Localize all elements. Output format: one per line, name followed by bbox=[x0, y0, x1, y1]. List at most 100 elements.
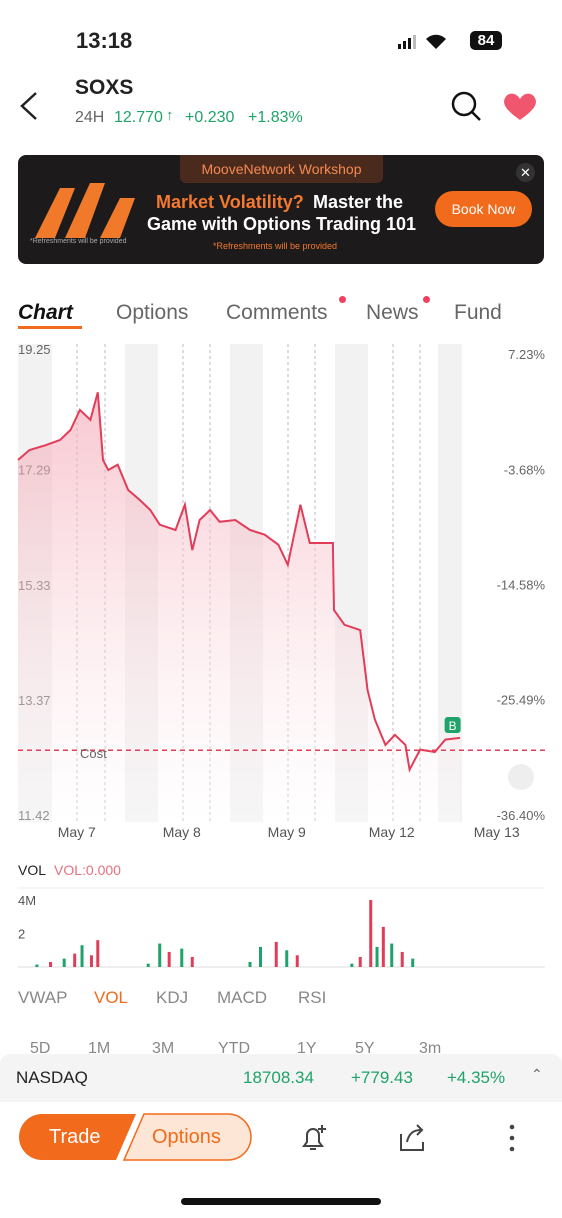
signal-wifi bbox=[398, 34, 446, 49]
range[interactable]: 1M bbox=[88, 1040, 111, 1057]
indicator[interactable]: VOL bbox=[94, 988, 129, 1007]
banner-logo bbox=[35, 183, 135, 238]
price: 12.770 bbox=[114, 109, 163, 126]
volume-bar bbox=[369, 900, 373, 967]
trade-buttons bbox=[19, 1113, 252, 1161]
volume-bar bbox=[62, 958, 66, 967]
x-tick-label: May 7 bbox=[58, 824, 96, 840]
volume-bar bbox=[248, 961, 252, 967]
volume-bar bbox=[259, 946, 263, 967]
battery: 84 bbox=[470, 31, 502, 50]
time: 13:18 bbox=[76, 28, 133, 53]
index-change-pct: +4.35% bbox=[447, 1068, 506, 1087]
indicator[interactable]: VWAP bbox=[18, 988, 68, 1007]
alert[interactable] bbox=[298, 1122, 330, 1154]
buy-marker-label: B bbox=[449, 719, 457, 733]
x-tick-label: May 13 bbox=[474, 824, 520, 840]
tab[interactable]: Options bbox=[116, 301, 189, 324]
buy-marker bbox=[444, 717, 461, 733]
tab[interactable]: Comments bbox=[226, 301, 328, 324]
fullscreen[interactable] bbox=[508, 764, 534, 790]
change-pct: +1.83% bbox=[248, 109, 303, 126]
indicator[interactable]: MACD bbox=[217, 988, 268, 1007]
index-price: 18708.34 bbox=[243, 1068, 314, 1087]
trade-button[interactable]: Trade bbox=[49, 1126, 101, 1148]
indicator[interactable]: KDJ bbox=[156, 988, 189, 1007]
price-line bbox=[17, 392, 461, 773]
volume-bar bbox=[390, 943, 394, 967]
volume-bar bbox=[400, 951, 404, 967]
y-tick-label: 19.25 bbox=[18, 342, 51, 357]
volume-bar bbox=[295, 955, 299, 967]
book-now-button[interactable]: Book Now bbox=[435, 191, 532, 227]
y2-tick-label: -36.40% bbox=[497, 808, 546, 823]
range[interactable]: 3M bbox=[152, 1040, 175, 1057]
change: +0.230 bbox=[185, 109, 235, 126]
period: 24H bbox=[75, 109, 105, 126]
index-name: NASDAQ bbox=[16, 1068, 88, 1087]
share[interactable] bbox=[397, 1122, 429, 1154]
range[interactable]: 3m bbox=[419, 1040, 442, 1057]
vol-label: VOL bbox=[18, 862, 47, 878]
volume-bar bbox=[49, 961, 53, 967]
volume-bar bbox=[180, 948, 184, 967]
options-button[interactable]: Options bbox=[152, 1126, 221, 1148]
badge bbox=[339, 296, 346, 303]
x-tick-label: May 12 bbox=[369, 824, 415, 840]
chart: 19.2517.2915.3313.3711.427.23%-3.68%-14.… bbox=[17, 342, 546, 968]
banner-accent: Market Volatility? bbox=[156, 192, 304, 212]
range[interactable]: 5D bbox=[30, 1040, 51, 1057]
volume-tick-label: 2 bbox=[18, 927, 25, 942]
volume-bar bbox=[80, 945, 84, 967]
index-change: +779.43 bbox=[351, 1068, 413, 1087]
tab-underline bbox=[18, 326, 82, 329]
range[interactable]: YTD bbox=[218, 1040, 250, 1057]
volume-bar bbox=[358, 956, 362, 967]
tab[interactable]: News bbox=[366, 301, 419, 324]
volume-bar bbox=[381, 926, 385, 967]
volume-bar bbox=[167, 951, 171, 967]
volume-bar bbox=[96, 940, 100, 967]
home-indicator bbox=[181, 1198, 381, 1205]
index-bar[interactable] bbox=[0, 1054, 562, 1102]
range[interactable]: 5Y bbox=[355, 1040, 375, 1057]
banner-workshop: MooveNetwork Workshop bbox=[180, 155, 383, 183]
volume-bar bbox=[375, 946, 379, 967]
up-arrow: ↑ bbox=[166, 107, 174, 124]
x-tick-label: May 9 bbox=[268, 824, 306, 840]
back-button[interactable] bbox=[16, 90, 42, 122]
y2-tick-label: 7.23% bbox=[508, 347, 545, 362]
y2-tick-label: -3.68% bbox=[504, 462, 546, 477]
price-area bbox=[18, 392, 460, 822]
indicator[interactable]: RSI bbox=[298, 988, 327, 1007]
y2-tick-label: -25.49% bbox=[497, 693, 546, 708]
banner-small-note: *Refreshments will be provided bbox=[30, 238, 127, 245]
volume-bar bbox=[89, 955, 93, 967]
expand[interactable]: ⌃ bbox=[531, 1066, 543, 1082]
close-ad[interactable]: ✕ bbox=[516, 163, 535, 182]
search[interactable] bbox=[450, 90, 484, 124]
volume-bar bbox=[274, 941, 278, 967]
volume-bar bbox=[158, 943, 162, 967]
favorite[interactable] bbox=[502, 90, 538, 122]
volume-bar bbox=[35, 964, 39, 967]
banner-headline: Master the bbox=[313, 192, 404, 212]
volume-bar bbox=[190, 956, 194, 967]
volume-bar bbox=[350, 963, 354, 967]
more[interactable] bbox=[504, 1122, 520, 1154]
banner-note: *Refreshments will be provided bbox=[213, 241, 338, 251]
volume-bar bbox=[73, 953, 77, 967]
x-tick-label: May 8 bbox=[163, 824, 201, 840]
banner-headline: Game with Options Trading 101 bbox=[147, 214, 417, 234]
tab[interactable]: Fund bbox=[454, 301, 502, 324]
cost-label: Cost bbox=[80, 746, 107, 761]
y2-tick-label: -14.58% bbox=[497, 577, 546, 592]
vol-value: VOL:0.000 bbox=[54, 862, 121, 878]
tab[interactable]: Chart bbox=[18, 301, 73, 324]
volume-bar bbox=[285, 950, 289, 967]
symbol: SOXS bbox=[75, 76, 134, 99]
badge bbox=[423, 296, 430, 303]
volume-bar bbox=[411, 958, 415, 967]
range[interactable]: 1Y bbox=[297, 1040, 317, 1057]
